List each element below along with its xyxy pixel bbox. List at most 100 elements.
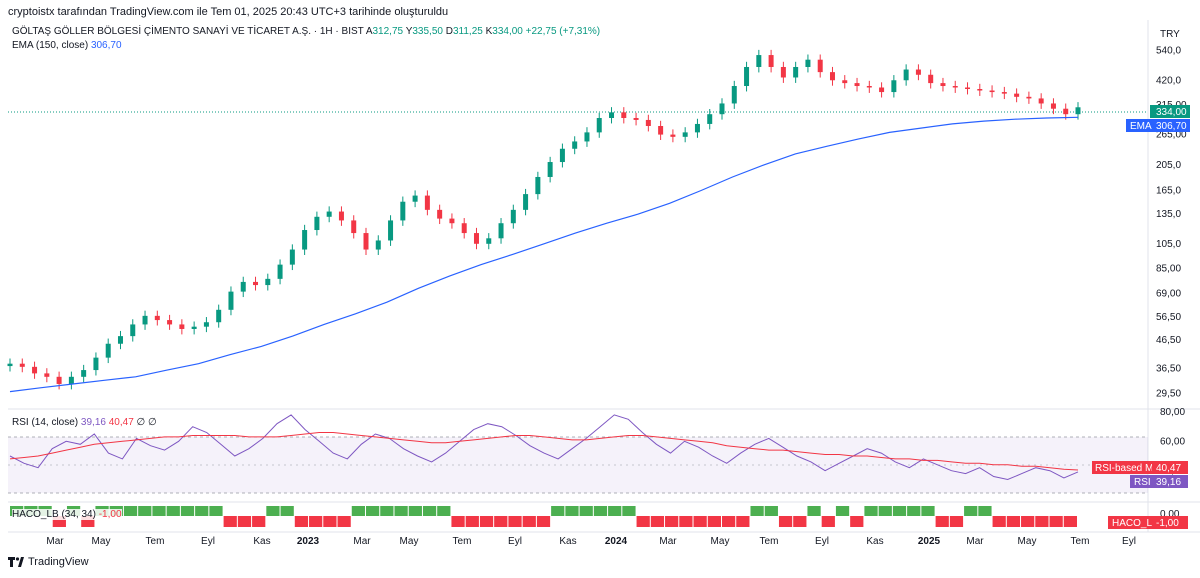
candle-body xyxy=(694,123,700,133)
candle-body xyxy=(56,376,62,384)
candle-body xyxy=(326,211,332,217)
footer-brand: TradingView xyxy=(28,556,89,568)
haco-bar-down xyxy=(223,516,237,527)
haco-bar-up xyxy=(622,506,636,516)
candle-body xyxy=(167,320,173,325)
candle-body xyxy=(891,80,897,93)
haco-bar-down xyxy=(1006,516,1021,527)
time-tick-label: Mar xyxy=(966,536,984,547)
haco-bar-down xyxy=(1049,516,1063,527)
candle-body xyxy=(289,249,295,265)
haco-legend[interactable]: HACO_LB (34, 34) -1,00 xyxy=(12,509,122,520)
price-tick-label: 540,0 xyxy=(1156,46,1181,57)
rsi-ma-line xyxy=(9,432,1079,471)
candle-body xyxy=(203,322,209,327)
haco-bar-up xyxy=(878,506,892,516)
rsi-value-badge xyxy=(1152,475,1188,488)
time-axis[interactable]: Mar May Tem Eyl Kas 2023 Mar May Tem Eyl Kas 2024 Ma… xyxy=(46,536,1136,547)
price-tick-label: 105,0 xyxy=(1156,239,1181,250)
haco-bar-down xyxy=(237,516,252,527)
candle-body xyxy=(142,315,148,325)
haco-bar-down xyxy=(850,516,864,527)
time-tick-label: Kas xyxy=(253,536,270,547)
haco-bar-up xyxy=(422,506,437,516)
candle-body xyxy=(461,223,467,234)
symbol-name: GÖLTAŞ GÖLLER BÖLGESİ ÇİMENTO SANAYİ VE … xyxy=(12,26,364,37)
haco-bar-up xyxy=(195,506,209,516)
candle-body xyxy=(314,216,320,231)
price-tick-label: 69,00 xyxy=(1156,288,1181,299)
haco-bar-up xyxy=(565,506,579,516)
haco-bar-down xyxy=(536,516,551,527)
rsi-legend[interactable]: RSI (14, close) 39,16 40,47 ∅ ∅ xyxy=(12,417,157,428)
haco-bar-up xyxy=(166,506,180,516)
haco-bar-up xyxy=(593,506,608,516)
candle-body xyxy=(915,69,921,75)
candle-body xyxy=(584,132,590,142)
rsi-legend-extra2: ∅ xyxy=(148,417,157,428)
candle-body xyxy=(952,86,958,88)
rsi-legend-label: RSI (14, close) xyxy=(12,417,79,428)
haco-bar-down xyxy=(1021,516,1035,527)
candle-body xyxy=(1075,107,1081,115)
time-tick-label: Tem xyxy=(1071,536,1090,547)
candle-body xyxy=(633,118,639,120)
candle-body xyxy=(989,90,995,93)
haco-bar-down xyxy=(465,516,479,527)
candle-body xyxy=(854,83,860,87)
time-tick-label: Eyl xyxy=(201,536,215,547)
haco-bar-down xyxy=(1035,516,1049,527)
haco-bar-up xyxy=(608,506,622,516)
candle-body xyxy=(7,363,13,367)
candle-body xyxy=(216,309,222,323)
ema-line xyxy=(9,116,1079,393)
price-tick-label: 85,00 xyxy=(1156,264,1181,275)
last-price-badge xyxy=(1150,105,1190,118)
rsi-tick-label: 80,00 xyxy=(1160,407,1185,418)
time-tick-label: 2023 xyxy=(297,536,320,547)
candle-body xyxy=(130,324,136,337)
candle-body xyxy=(179,324,185,329)
price-axis[interactable]: 540,0 420,0 265,00 205,0 165,0 135,0 105,0 85,0… xyxy=(1156,46,1187,520)
candle-body xyxy=(744,66,750,87)
haco-bar-up xyxy=(907,506,921,516)
candle-body xyxy=(424,195,430,210)
candle-body xyxy=(940,83,946,87)
haco-legend-value: -1,00 xyxy=(98,509,122,520)
rsi-legend-extra1: ∅ xyxy=(136,417,146,428)
time-tick-label: Tem xyxy=(453,536,472,547)
candle-body xyxy=(265,278,271,286)
price-tick-label: 420,0 xyxy=(1156,75,1181,86)
candle-body xyxy=(93,357,99,371)
tradingview-footer[interactable]: TradingView xyxy=(8,556,89,568)
rsi-tag-badge xyxy=(1130,475,1152,488)
candle-body xyxy=(1014,93,1020,97)
candle-body xyxy=(400,201,406,221)
candle-body xyxy=(842,80,848,84)
candle-body xyxy=(437,209,443,219)
haco-bar-up xyxy=(209,506,223,516)
candle-body xyxy=(253,281,259,286)
candle-body xyxy=(302,230,308,250)
candle-body xyxy=(1001,92,1007,94)
ema-legend[interactable]: EMA (150, close) 306,70 xyxy=(12,40,122,51)
haco-bar-up xyxy=(351,506,365,516)
change-value: +22,75 (+7,31%) xyxy=(525,26,601,37)
haco-bar-down xyxy=(81,516,95,527)
haco-bar-up xyxy=(366,506,380,516)
time-tick-label: 2025 xyxy=(918,536,941,547)
close-value: 334,00 xyxy=(492,26,523,37)
haco-bar-down xyxy=(1063,516,1077,527)
haco-bar-down xyxy=(451,516,465,527)
haco-bar-up xyxy=(180,506,195,516)
candle-body xyxy=(1038,98,1044,104)
haco-bar-down xyxy=(679,516,693,527)
ema-legend-label: EMA (150, close) xyxy=(12,40,89,51)
haco-bar-down xyxy=(337,516,351,527)
candle-body xyxy=(338,211,344,221)
candle-body xyxy=(559,148,565,163)
rsi-ma-legend-value: 40,47 xyxy=(108,417,134,428)
haco-bar-up xyxy=(266,506,280,516)
symbol-legend[interactable]: GÖLTAŞ GÖLLER BÖLGESİ ÇİMENTO SANAYİ VE … xyxy=(12,26,600,37)
